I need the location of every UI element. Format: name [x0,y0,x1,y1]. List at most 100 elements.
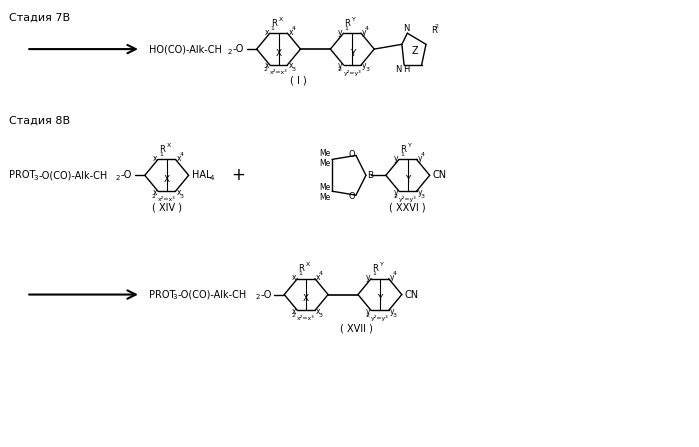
Text: ( XIV ): ( XIV ) [152,202,182,212]
Text: 3: 3 [173,294,178,300]
Text: Y: Y [350,49,355,58]
Text: 2: 2 [255,294,260,300]
Text: Y: Y [352,17,356,22]
Text: y: y [362,62,366,71]
Text: 2: 2 [228,49,232,55]
Text: Z: Z [412,46,418,56]
Text: x: x [264,62,269,71]
Text: y²=y³: y²=y³ [371,316,389,321]
Text: Y: Y [380,262,384,267]
Text: x: x [289,28,293,37]
Text: 2: 2 [365,313,369,318]
Text: ( XVII ): ( XVII ) [340,323,373,333]
Text: N: N [395,65,401,75]
Text: PROT: PROT [9,170,36,180]
Text: y: y [338,62,343,71]
Text: HAL: HAL [192,170,211,180]
Text: -O(CO)-Alk-CH: -O(CO)-Alk-CH [38,170,108,180]
Text: y: y [389,273,394,282]
Text: y: y [362,28,366,37]
Text: X: X [279,17,283,22]
Text: R: R [298,264,304,273]
Text: x²=x³: x²=x³ [297,316,315,321]
Text: 2: 2 [291,313,296,318]
Text: ( I ): ( I ) [290,76,307,86]
Text: 1: 1 [372,271,376,276]
Text: x²=x³: x²=x³ [270,71,287,76]
Text: CN: CN [405,290,419,299]
Text: y: y [366,273,370,282]
Text: x: x [289,62,293,71]
Text: N: N [403,24,410,33]
Text: R: R [372,264,378,273]
Text: -O: -O [233,44,244,54]
Text: y²=y³: y²=y³ [399,196,417,202]
Text: +: + [231,166,245,184]
Text: x²=x³: x²=x³ [158,197,175,202]
Text: Стадия 8В: Стадия 8В [9,116,71,126]
Text: O: O [348,192,355,201]
Text: R: R [400,145,406,154]
Text: X: X [167,143,171,148]
Text: H: H [403,65,410,75]
Text: R: R [345,19,350,28]
Text: Y: Y [405,175,410,184]
Text: 3: 3 [393,313,396,318]
Text: CN: CN [433,170,447,180]
Text: 1: 1 [400,152,404,157]
Text: 3: 3 [365,67,369,72]
Text: PROT: PROT [149,290,175,299]
Text: y: y [394,154,398,163]
Text: 4: 4 [291,26,296,31]
Text: x: x [292,307,296,316]
Text: 2: 2 [152,194,156,198]
Text: x: x [316,273,320,282]
Text: y: y [394,188,398,197]
Text: Me: Me [319,183,330,192]
Text: -O: -O [121,170,132,180]
Text: -O: -O [260,290,272,299]
Text: -O(CO)-Alk-CH: -O(CO)-Alk-CH [178,290,247,299]
Text: x: x [292,273,296,282]
Text: 3: 3 [180,194,183,198]
Text: x: x [152,188,157,197]
Text: y: y [366,307,370,316]
Text: X: X [303,294,309,303]
Text: 4: 4 [210,175,214,181]
Text: X: X [306,262,310,267]
Text: x: x [316,307,320,316]
Text: 3: 3 [319,313,323,318]
Text: Стадия 7В: Стадия 7В [9,12,71,22]
Text: HO(CO)-Alk-CH: HO(CO)-Alk-CH [149,44,222,54]
Text: Me: Me [319,149,330,158]
Text: 1: 1 [271,26,275,31]
Text: Me: Me [319,193,330,202]
Text: 4: 4 [393,271,396,276]
Text: X: X [275,49,282,58]
Text: 2: 2 [393,194,397,198]
Text: R: R [159,145,165,154]
Text: 2: 2 [338,67,342,72]
Text: x: x [176,188,181,197]
Text: Me: Me [319,159,330,168]
Text: B: B [367,171,373,180]
Text: ( XXVI ): ( XXVI ) [389,202,426,212]
Text: 1: 1 [298,271,302,276]
Text: R: R [431,26,437,35]
Text: 4: 4 [319,271,323,276]
Text: 2: 2 [264,67,268,72]
Text: 1: 1 [345,26,348,31]
Text: 3: 3 [34,175,38,181]
Text: 4: 4 [365,26,369,31]
Text: x: x [152,154,157,163]
Text: 4: 4 [180,152,183,157]
Text: 3: 3 [421,194,424,198]
Text: y²=y³: y²=y³ [343,70,361,76]
Text: O: O [348,150,355,159]
Text: y: y [389,307,394,316]
Text: x: x [264,28,269,37]
Text: X: X [164,175,170,184]
Text: 2: 2 [435,24,439,29]
Text: 2: 2 [116,175,120,181]
Text: Y: Y [377,294,382,303]
